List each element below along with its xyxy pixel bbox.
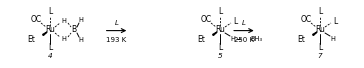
- Text: 5: 5: [218, 53, 222, 59]
- Text: H: H: [331, 36, 336, 42]
- Text: 250 K: 250 K: [234, 37, 254, 43]
- Text: H: H: [79, 17, 83, 23]
- Text: L: L: [218, 44, 222, 52]
- Text: L: L: [242, 20, 246, 26]
- Text: Ru: Ru: [315, 26, 325, 34]
- Polygon shape: [43, 32, 47, 35]
- Text: Et: Et: [297, 35, 305, 44]
- Text: 4: 4: [48, 53, 52, 59]
- Text: L: L: [318, 44, 322, 52]
- Text: OC: OC: [300, 16, 312, 24]
- Text: L: L: [333, 17, 337, 26]
- Text: L: L: [233, 17, 237, 26]
- Text: OC: OC: [201, 16, 211, 24]
- Text: Ru: Ru: [45, 26, 55, 34]
- Text: L: L: [115, 20, 118, 26]
- Text: Ru: Ru: [215, 26, 225, 34]
- Text: Et: Et: [27, 35, 35, 44]
- Text: OC: OC: [31, 16, 41, 24]
- Text: 193 K: 193 K: [106, 37, 127, 43]
- Text: BH₃: BH₃: [250, 36, 262, 42]
- Text: L: L: [218, 7, 222, 17]
- Text: H: H: [79, 37, 83, 43]
- Text: H: H: [230, 36, 236, 42]
- Text: L: L: [48, 44, 52, 52]
- Text: L: L: [48, 7, 52, 17]
- Text: B: B: [71, 26, 76, 34]
- Text: 7: 7: [318, 53, 322, 59]
- Text: H: H: [62, 36, 67, 42]
- Text: L: L: [318, 7, 322, 17]
- Text: Et: Et: [197, 35, 205, 44]
- Polygon shape: [313, 32, 317, 35]
- Text: H: H: [62, 18, 67, 24]
- Polygon shape: [213, 32, 217, 35]
